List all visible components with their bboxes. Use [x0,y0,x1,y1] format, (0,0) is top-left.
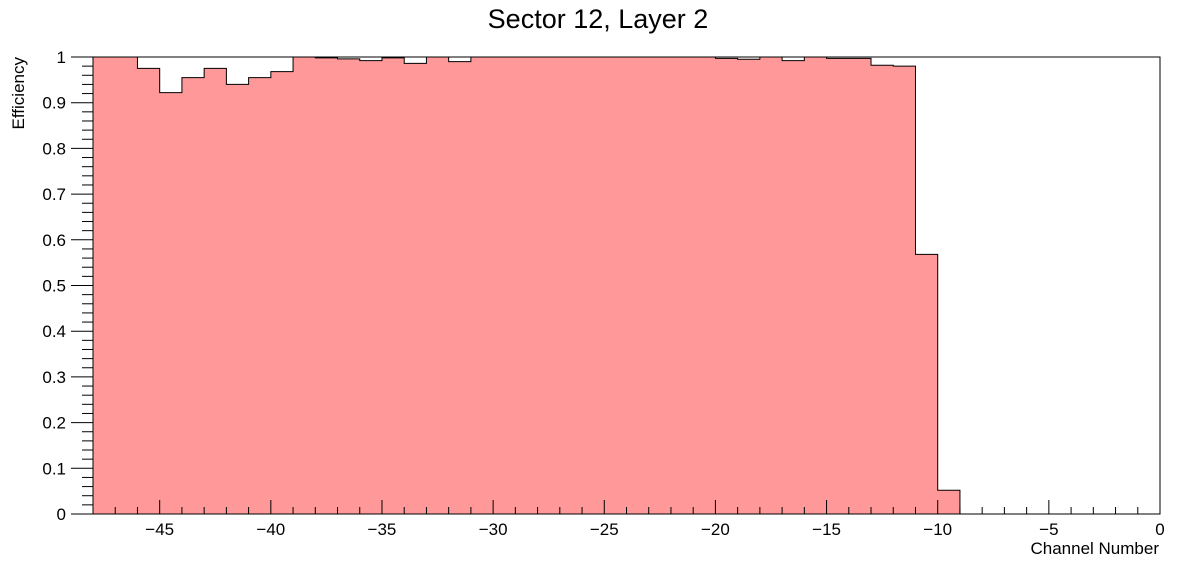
x-axis-ticks: −45 −40 −35 −30 −25 −20 −15 −10 −5 0 [92,500,1165,539]
histogram-bar [737,59,761,514]
x-tick-label: −20 [701,520,730,539]
histogram-bar [937,490,961,514]
histogram-bar [181,77,205,514]
histogram-bar [804,57,827,514]
histogram-bar [871,65,894,514]
histogram-bar [515,57,538,514]
histogram-bar [248,77,272,514]
histogram-bar [470,57,494,514]
x-tick-label: −45 [145,520,174,539]
histogram-bar [893,66,916,514]
x-tick-label: −35 [368,520,397,539]
histogram-bar [537,57,561,514]
y-tick-label: 0 [57,505,66,524]
x-tick-label: −40 [256,520,285,539]
histogram-bar [359,60,383,514]
y-tick-label: 0.6 [42,231,66,250]
y-tick-label: 1 [57,48,66,67]
x-tick-label: −25 [590,520,619,539]
x-tick-label: −30 [479,520,508,539]
histogram-bar [226,84,250,515]
y-tick-label: 0.3 [42,368,66,387]
histogram-bar [426,57,450,514]
x-tick-label: −5 [1039,520,1058,539]
histogram-bar [626,57,650,514]
histogram-bar [115,57,138,514]
histogram-bar [404,63,427,514]
y-tick-label: 0.8 [42,139,66,158]
y-axis-title: Efficiency [9,57,28,130]
y-tick-label: 0.2 [42,414,66,433]
histogram-bar [670,57,694,514]
histogram-bar [715,58,739,514]
x-tick-label: −15 [812,520,841,539]
histogram-bar [159,92,183,514]
histogram-bar [315,57,338,514]
histogram-bar [648,57,672,514]
histogram-bar [759,57,783,514]
x-axis-title: Channel Number [1030,539,1159,558]
histogram-bar [204,68,227,515]
x-tick-label: −10 [923,520,952,539]
chart-title: Sector 12, Layer 2 [488,4,709,34]
y-tick-label: 0.7 [42,185,66,204]
y-axis-ticks: 0 0.1 0.2 0.3 0.4 0.5 0.6 0.7 0.8 0.9 1 [42,48,93,524]
histogram-bar [604,57,627,514]
histogram-bar [782,60,805,514]
histogram-bar [337,58,361,514]
y-tick-label: 0.1 [42,459,66,478]
histogram-bars [93,57,961,515]
x-tick-label: 0 [1155,520,1164,539]
histogram-bar [493,57,516,514]
histogram-bar [293,57,316,514]
histogram-bar [915,254,939,514]
histogram-bar [93,57,116,514]
y-tick-label: 0.4 [42,322,66,341]
histogram-bar [582,57,605,514]
histogram-bar [137,68,161,515]
y-tick-label: 0.5 [42,277,66,296]
histogram-bar [448,61,472,514]
histogram-bar [848,58,872,514]
histogram-bar [826,58,850,514]
histogram-bar [270,71,294,515]
histogram-bar [559,57,583,514]
histogram-bar [381,57,405,514]
y-tick-label: 0.9 [42,94,66,113]
histogram-bar [693,57,716,514]
